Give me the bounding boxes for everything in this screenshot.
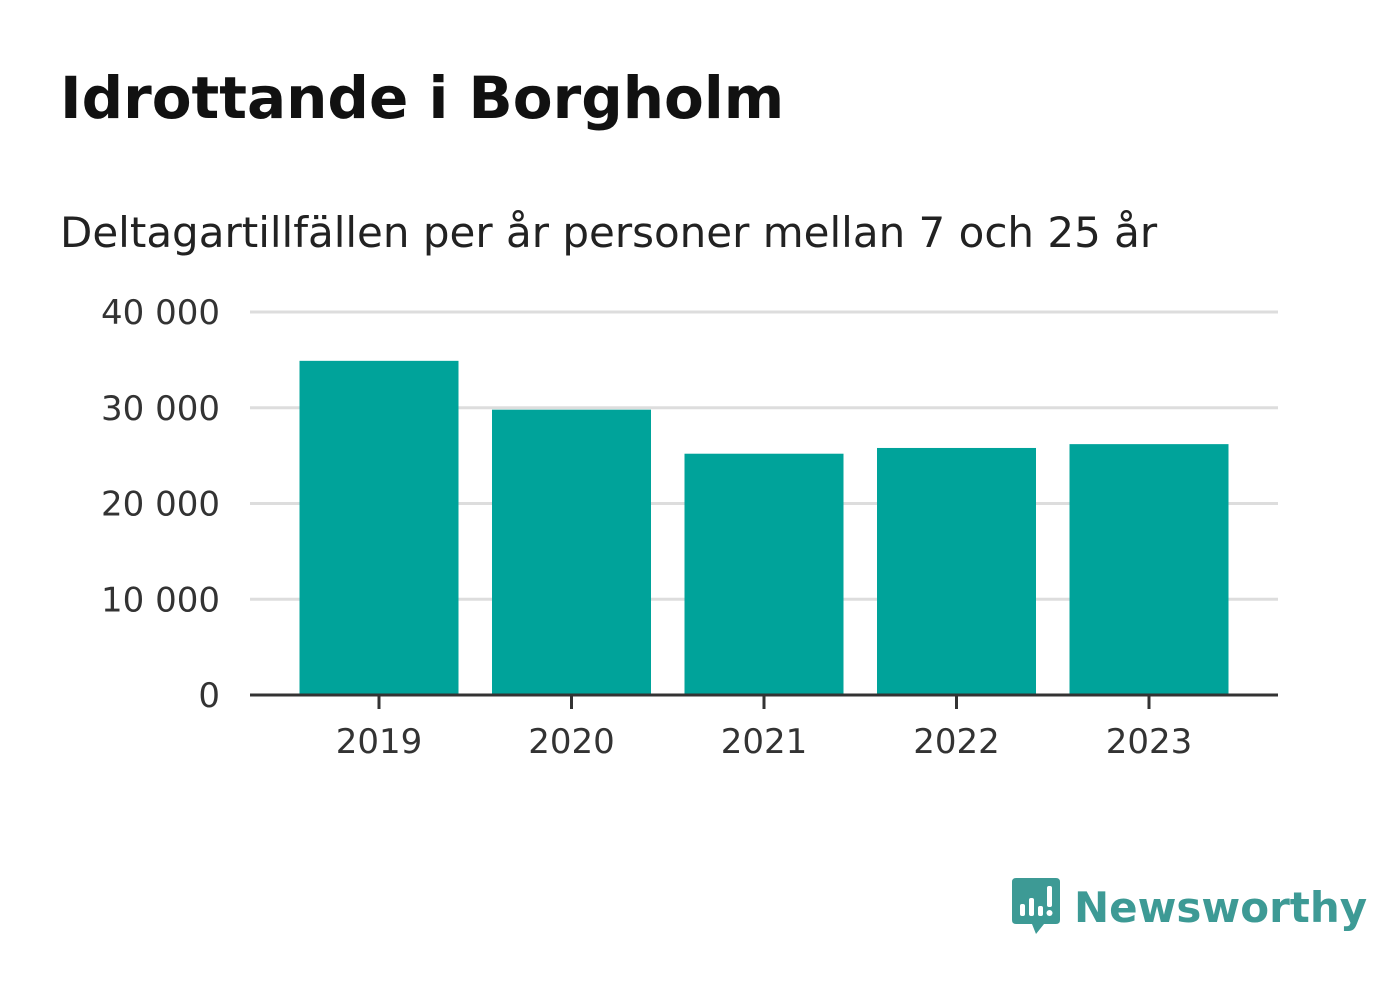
y-tick-label: 40 000 [101, 293, 220, 333]
bar-2019 [299, 360, 459, 695]
bar-2022 [877, 447, 1036, 695]
brand: Newsworthy [1010, 876, 1367, 938]
y-tick-label: 10 000 [101, 580, 220, 620]
y-tick-label: 30 000 [101, 389, 220, 429]
bar-2020 [492, 409, 651, 695]
y-tick-label: 20 000 [101, 485, 220, 525]
bar-2021 [684, 453, 844, 695]
bar-2023 [1069, 444, 1229, 695]
newsworthy-logo-icon [1012, 878, 1060, 934]
chart-title: Idrottande i Borgholm [60, 64, 785, 132]
x-axis-labels: 2019 2020 2021 2022 2023 [336, 722, 1193, 762]
y-axis-labels: 0 10 000 20 000 30 000 40 000 [101, 293, 220, 716]
x-tick-label: 2019 [336, 722, 423, 762]
x-tick-label: 2021 [721, 722, 808, 762]
chart-subtitle: Deltagartillfällen per år personer mella… [60, 208, 1158, 257]
x-tick-label: 2020 [528, 722, 615, 762]
x-axis [250, 693, 1278, 709]
x-tick-label: 2022 [913, 722, 1000, 762]
bars [299, 360, 1229, 695]
x-tick-label: 2023 [1106, 722, 1193, 762]
brand-name: Newsworthy [1074, 882, 1368, 932]
y-tick-label: 0 [198, 676, 220, 716]
